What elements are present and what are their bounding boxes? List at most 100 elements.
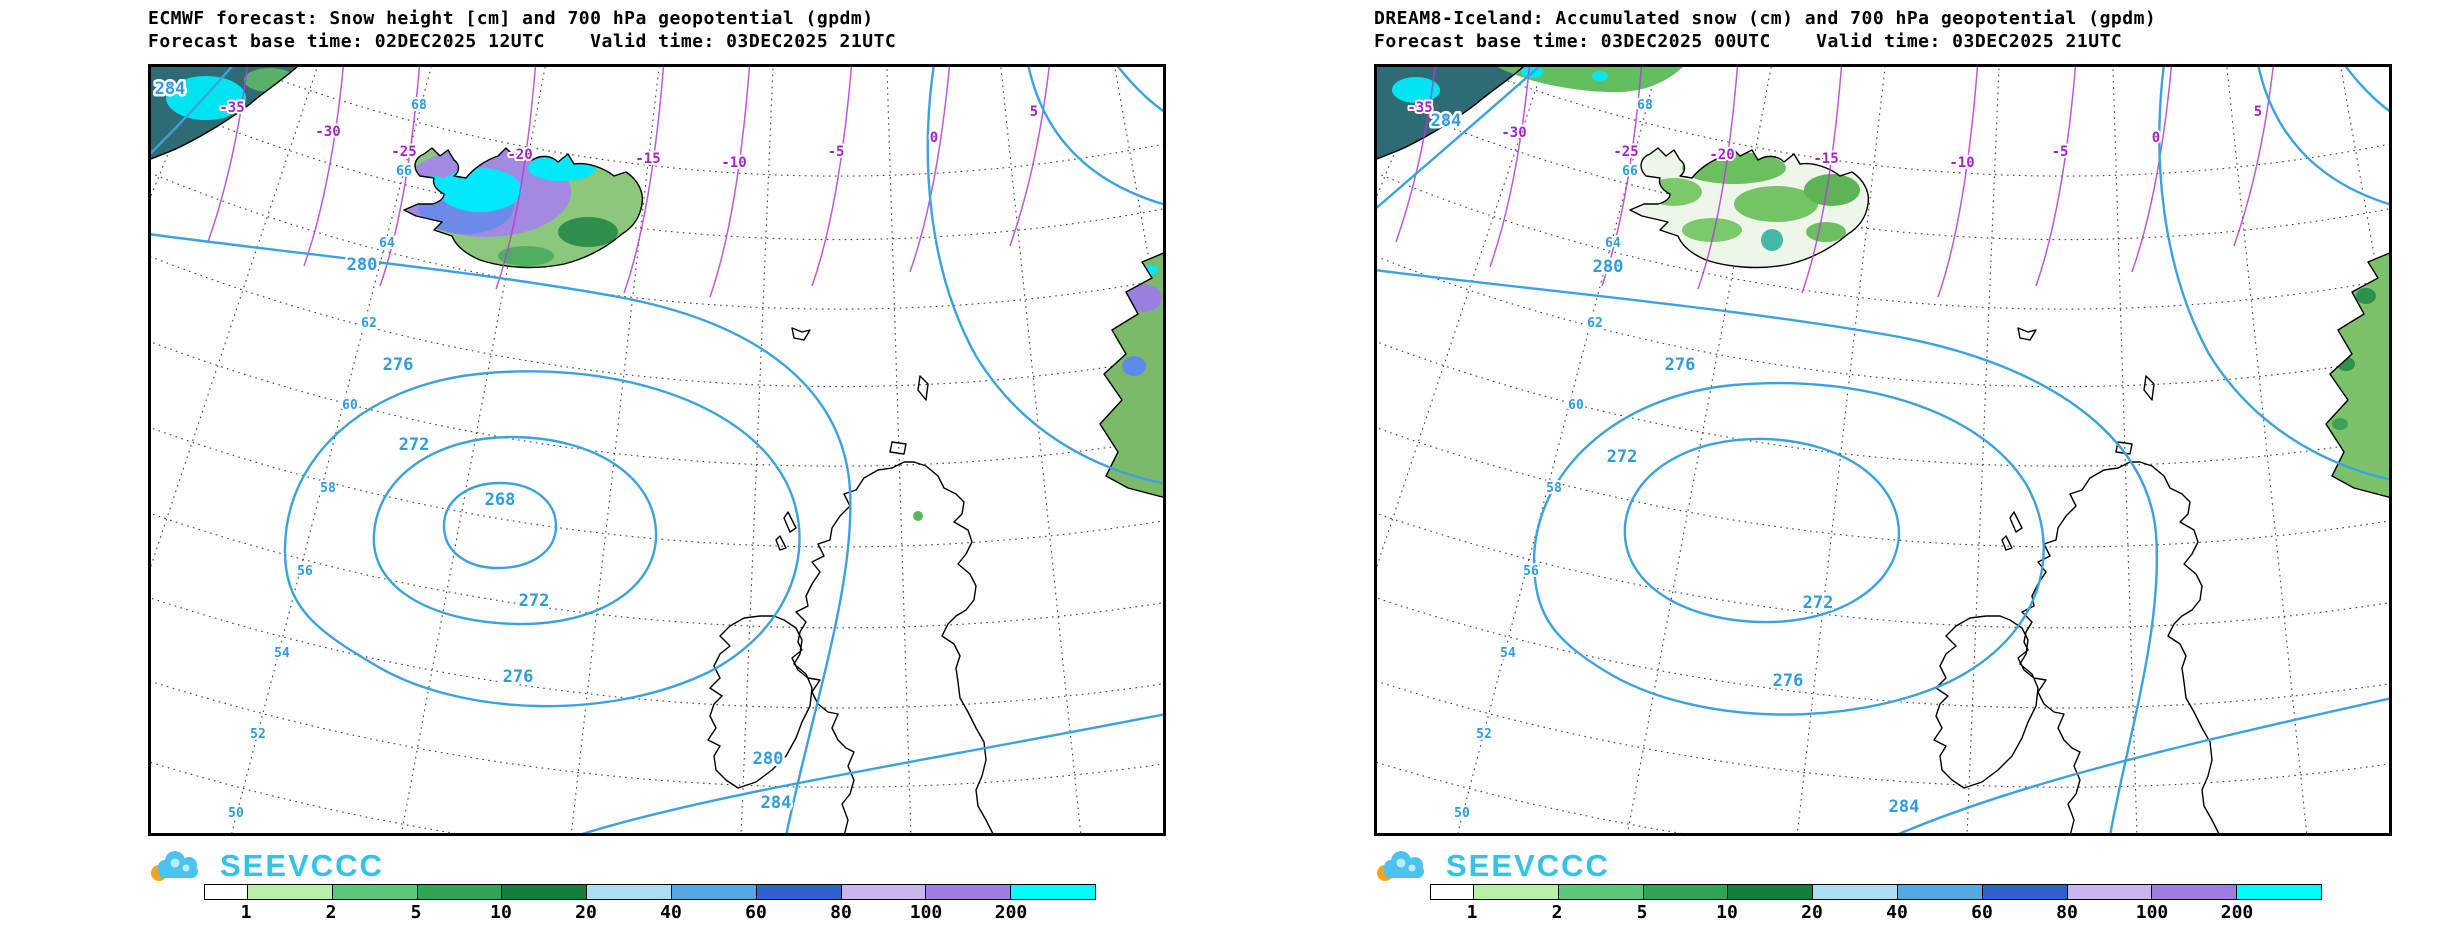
legend-color-cell [840, 884, 927, 900]
geopotential-label: 280 [1593, 257, 1624, 277]
latitude-label: 50 [1454, 806, 1470, 821]
geopotential-label: 280 [347, 255, 378, 275]
legend-color-cell [1981, 884, 2068, 900]
legend-value: 100 [2135, 902, 2169, 923]
legend-color-cell [1010, 884, 1096, 900]
panel-subtitle: Forecast base time: 03DEC2025 00UTC Vali… [1374, 31, 2123, 52]
legend-color-cell [1727, 884, 1814, 900]
panel-title: ECMWF forecast: Snow height [cm] and 700… [148, 8, 874, 29]
legend-value: 5 [410, 902, 422, 923]
snow-amount-legend: 1 2 5 10 20 40 60 80 100 200 [204, 884, 1096, 924]
seevccc-logo: SEEVCCC [146, 846, 384, 886]
geopotential-label: 284 [1889, 797, 1920, 817]
legend-bar [204, 884, 1096, 900]
legend-color-cell [2151, 884, 2238, 900]
legend-color-cell [755, 884, 842, 900]
panel-title: DREAM8-Iceland: Accumulated snow (cm) an… [1374, 8, 2157, 29]
temperature-label: -35 [1407, 100, 1432, 116]
temperature-label: -10 [1949, 155, 1974, 171]
legend-values: 1 2 5 10 20 40 60 80 100 200 [1430, 902, 2322, 924]
legend-color-cell [1430, 884, 1474, 900]
legend-value: 5 [1636, 902, 1648, 923]
geopotential-label: 276 [503, 667, 534, 687]
legend-value: 2 [325, 902, 337, 923]
latitude-label: 58 [1546, 481, 1562, 496]
latitude-label: 68 [411, 98, 427, 113]
legend-value: 60 [1971, 902, 1993, 923]
graticule [148, 64, 1166, 836]
legend-color-cell [247, 884, 333, 900]
cloud-sun-icon [151, 851, 198, 881]
temperature-label: -25 [1613, 144, 1638, 160]
legend-bar [1430, 884, 2322, 900]
temperature-label: -25 [391, 144, 416, 160]
latitude-label: 68 [1637, 98, 1653, 113]
geopotential-label: 284 [155, 79, 186, 99]
geopotential-contours [1374, 64, 2392, 836]
legend-value: 200 [994, 902, 1028, 923]
legend-value: 40 [1886, 902, 1908, 923]
legend-color-cell [1896, 884, 1983, 900]
legend-value: 1 [1466, 902, 1478, 923]
snow-amount-legend: 1 2 5 10 20 40 60 80 100 200 [1430, 884, 2322, 924]
legend-color-cell [1557, 884, 1644, 900]
map-border [148, 64, 1166, 836]
coastlines [1374, 64, 2392, 836]
latitude-label: 66 [1622, 164, 1638, 179]
legend-value: 10 [1716, 902, 1738, 923]
latitude-label: 62 [361, 316, 377, 331]
legend-color-cell [1642, 884, 1729, 900]
latitude-label: 56 [1523, 564, 1539, 579]
latitude-label: 66 [396, 164, 412, 179]
legend-value: 2 [1551, 902, 1563, 923]
legend-value: 10 [490, 902, 512, 923]
latitude-label: 60 [1568, 398, 1584, 413]
temperature-label: 0 [930, 130, 938, 146]
temperature-label: 0 [2152, 130, 2160, 146]
legend-value: 80 [830, 902, 852, 923]
latitude-label: 50 [228, 806, 244, 821]
legend-color-cell [925, 884, 1012, 900]
temperature-label: -15 [635, 151, 660, 167]
geopotential-label: 272 [399, 435, 430, 455]
latitude-label: 64 [379, 236, 395, 251]
geopotential-label: 280 [753, 749, 784, 769]
geopotential-label: 268 [485, 490, 516, 510]
temperature-label: -30 [1501, 125, 1526, 141]
legend-value: 100 [909, 902, 943, 923]
legend-color-cell [416, 884, 503, 900]
legend-value: 80 [2056, 902, 2078, 923]
temperature-label: -20 [1709, 147, 1734, 163]
map-border [1374, 64, 2392, 836]
temperature-label: -10 [721, 155, 746, 171]
legend-color-cell [2066, 884, 2153, 900]
latitude-label: 64 [1605, 236, 1621, 251]
geopotential-label: 284 [761, 793, 792, 813]
latitude-label: 52 [250, 727, 266, 742]
legend-value: 40 [660, 902, 682, 923]
temperature-label: -35 [219, 100, 244, 116]
graticule [1374, 64, 2392, 836]
logo-text: SEEVCCC [220, 848, 384, 883]
latitude-label: 54 [1500, 646, 1516, 661]
temperature-label: -30 [315, 124, 340, 140]
legend-color-cell [2236, 884, 2322, 900]
legend-color-cell [501, 884, 588, 900]
temperature-label: 5 [1030, 104, 1038, 120]
legend-value: 1 [240, 902, 252, 923]
temperature-label: -20 [507, 147, 532, 163]
geopotential-label: 284 [1431, 111, 1462, 131]
temperature-contours [1395, 64, 2275, 298]
coastlines [148, 64, 1166, 836]
geopotential-label: 272 [1607, 447, 1638, 467]
geopotential-label: 276 [383, 355, 414, 375]
latitude-label: 56 [297, 564, 313, 579]
temperature-label: 5 [2254, 104, 2262, 120]
geopotential-label: 276 [1665, 355, 1696, 375]
geopotential-label: 272 [519, 591, 550, 611]
temperature-label: -5 [828, 144, 845, 160]
geopotential-contours [148, 64, 1166, 836]
